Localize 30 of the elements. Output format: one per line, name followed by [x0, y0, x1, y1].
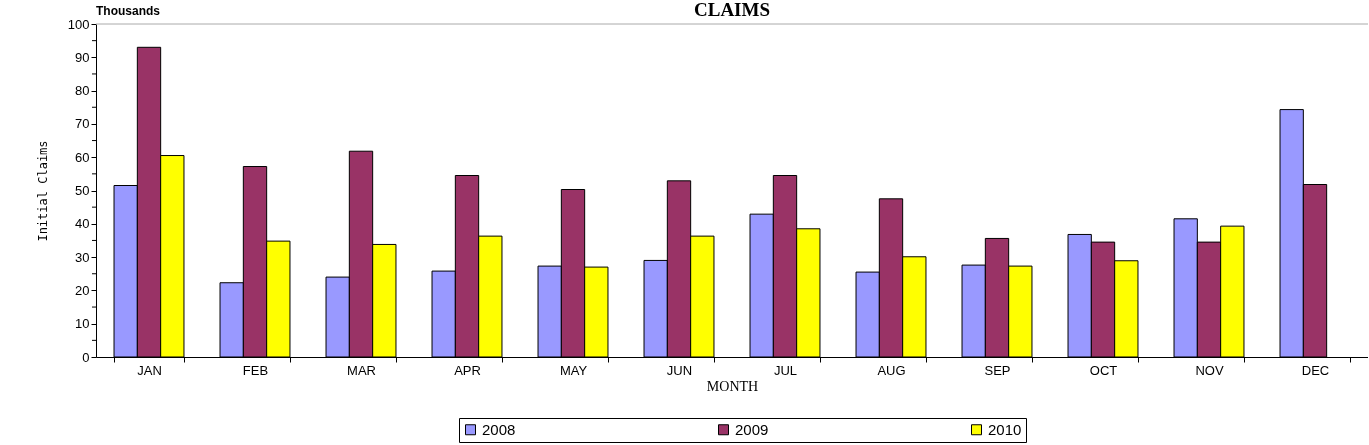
y-axis-title: Initial Claims — [35, 140, 50, 242]
x-tick-label: APR — [454, 362, 481, 378]
text: Thousands — [96, 4, 161, 18]
x-tick-label: MAY — [559, 362, 588, 378]
y-tick-label: 40 — [75, 216, 90, 232]
x-tick-label: DEC — [1301, 362, 1330, 378]
chart-title: CLAIMS — [693, 0, 771, 20]
y-tick-label: 60 — [75, 149, 90, 165]
y-tick-label: 50 — [75, 183, 90, 198]
x-axis-title: MONTH — [706, 378, 759, 394]
y-tick-label: 10 — [75, 316, 90, 332]
x-tick-label: JUL — [773, 362, 798, 378]
y-tick-label: 0 — [82, 349, 90, 365]
legend-label: 2009 — [735, 420, 769, 438]
x-tick-label: JUN — [666, 362, 693, 378]
x-tick-label: NOV — [1195, 362, 1224, 378]
legend-label: 2008 — [482, 420, 516, 438]
x-tick-label: JAN — [137, 362, 162, 378]
y-tick-label: 30 — [75, 249, 90, 265]
y-tick-label: 20 — [75, 282, 90, 298]
y-tick-label: 70 — [75, 116, 90, 132]
y-tick-label: 80 — [75, 83, 90, 99]
x-tick-label: SEP — [984, 362, 1011, 378]
legend-label: 2010 — [988, 420, 1022, 438]
x-tick-label: MAR — [347, 362, 376, 378]
x-tick-label: FEB — [242, 362, 269, 378]
y-tick-label: 100 — [67, 16, 90, 32]
x-tick-label: AUG — [877, 362, 906, 378]
x-tick-label: OCT — [1089, 362, 1118, 378]
y-tick-label: 90 — [75, 49, 90, 65]
